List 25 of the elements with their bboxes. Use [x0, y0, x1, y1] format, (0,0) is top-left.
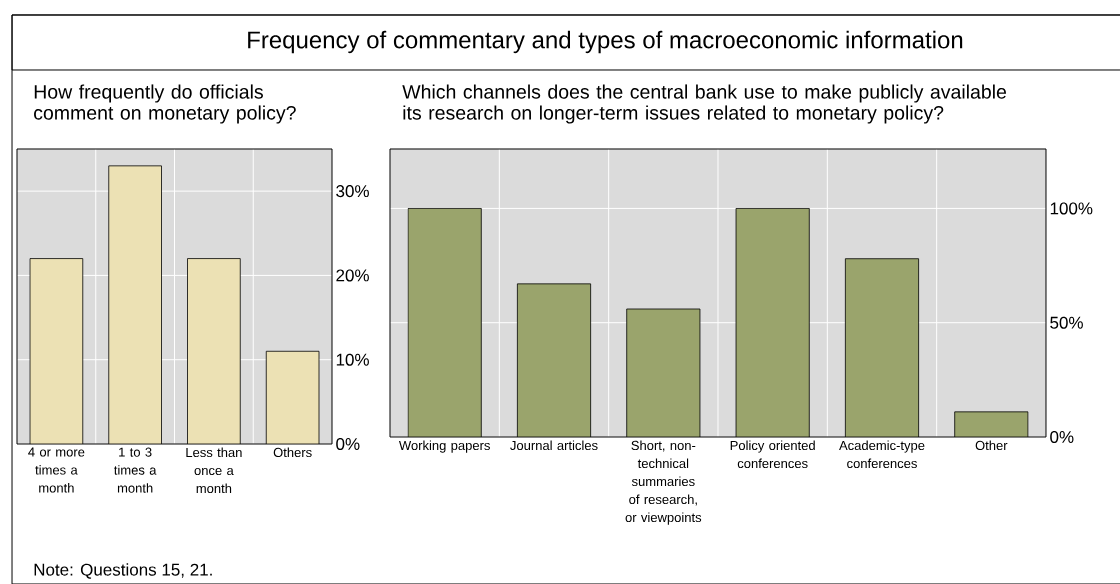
x-tick-label: Less than once a month: [186, 447, 242, 494]
y-tick-label: 20%: [336, 269, 369, 282]
x-tick-label: Other: [975, 440, 1008, 451]
y-tick-label: 0%: [336, 437, 360, 451]
y-tick-label: 0%: [1050, 430, 1074, 444]
x-tick-label: Policy oriented conferences: [730, 440, 815, 469]
x-tick-label: Short, non-technical summaries of research, or viewpoints: [625, 440, 702, 525]
y-tick-label: 30%: [336, 185, 369, 198]
x-tick-label: 1 to 3 times a month: [114, 447, 157, 493]
chart-title: Which channels does the central bank use to make publicly available its research on longer-term issues related to monetary policy?: [402, 84, 1007, 124]
chart-subtitle: How frequently do officials comment on monetary policy?: [34, 84, 296, 124]
y-tick-label: 50%: [1050, 316, 1083, 329]
bar: [265, 350, 320, 444]
x-tick-label: Working papers: [398, 440, 490, 453]
x-tick-label: Others: [273, 447, 312, 458]
text: Frequency of commentary and types of macroeconomic information: [248, 30, 963, 54]
y-tick-label: 10%: [336, 353, 369, 366]
y-tick-label: 100%: [1050, 202, 1093, 215]
bar: [187, 258, 241, 444]
bar: [30, 258, 83, 444]
x-tick-label: Academic-type conferences: [839, 440, 925, 469]
bar: [108, 165, 162, 444]
x-tick-label: 4 or more times a month: [28, 447, 85, 493]
text: Note: Questions 15, 21.: [34, 563, 212, 579]
x-tick-label: Journal articles: [510, 440, 598, 451]
